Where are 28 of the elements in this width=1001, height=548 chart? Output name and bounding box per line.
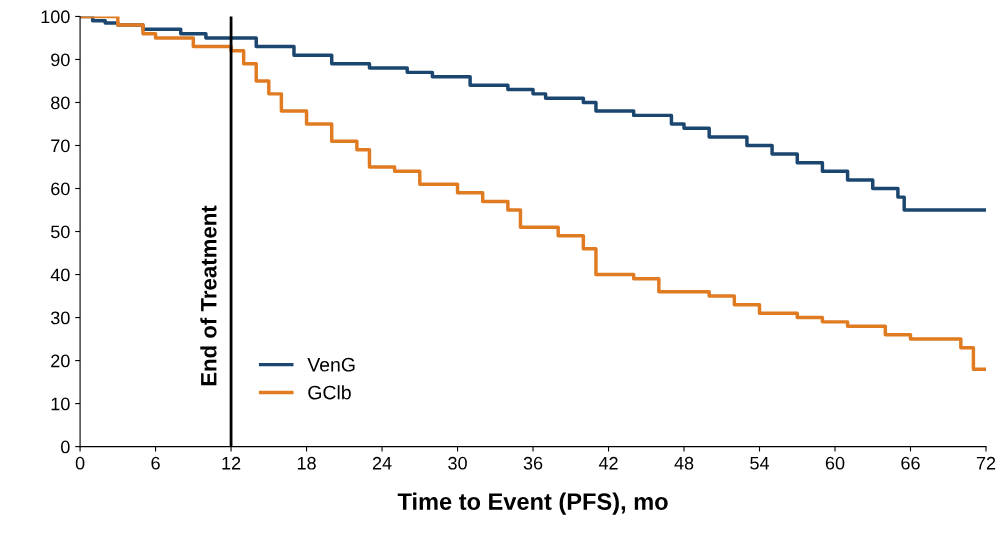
y-tick-label: 0 <box>61 440 70 454</box>
y-tick-label: 20 <box>51 354 70 368</box>
y-tick-label: 80 <box>51 96 70 110</box>
x-tick-label: 48 <box>674 456 694 470</box>
x-axis-title: Time to Event (PFS), mo <box>397 492 668 515</box>
x-tick-label: 72 <box>976 456 996 470</box>
y-tick-label: 100 <box>41 10 70 24</box>
y-tick-label: 10 <box>51 397 70 411</box>
x-tick-label: 66 <box>901 456 920 470</box>
x-tick-label: 24 <box>372 456 392 470</box>
y-tick-label: 50 <box>51 225 70 239</box>
legend-label: VenG <box>307 357 355 372</box>
y-tick-label: 60 <box>51 182 70 196</box>
x-tick-label: 36 <box>523 456 543 470</box>
x-tick-label: 30 <box>448 456 467 470</box>
x-tick-label: 6 <box>151 456 160 470</box>
y-tick-label: 70 <box>51 139 70 153</box>
y-tick-label: 90 <box>51 53 70 67</box>
y-tick-label: 40 <box>50 268 70 282</box>
x-tick-label: 60 <box>825 456 845 470</box>
x-tick-label: 12 <box>222 456 241 470</box>
x-tick-label: 18 <box>297 456 316 470</box>
x-tick-label: 0 <box>75 456 85 470</box>
ref-line-label: End of Treatment <box>200 205 217 386</box>
x-tick-label: 42 <box>598 456 618 470</box>
y-tick-label: 30 <box>50 311 70 325</box>
x-tick-label: 54 <box>750 457 770 470</box>
legend-label: GClb <box>308 385 351 400</box>
